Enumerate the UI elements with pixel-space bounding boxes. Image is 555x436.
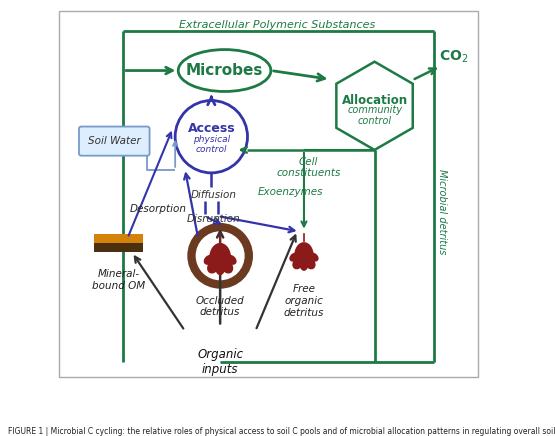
Polygon shape <box>143 165 152 175</box>
Ellipse shape <box>207 260 219 273</box>
Text: community
control: community control <box>347 105 402 126</box>
Text: Free
organic
detritus: Free organic detritus <box>284 284 324 318</box>
Ellipse shape <box>215 260 225 275</box>
Text: Disruption: Disruption <box>186 214 240 224</box>
Ellipse shape <box>300 258 309 271</box>
Text: Exoenzymes: Exoenzymes <box>258 187 324 197</box>
Ellipse shape <box>294 242 314 269</box>
Text: Allocation: Allocation <box>341 94 407 106</box>
Ellipse shape <box>209 243 231 272</box>
Polygon shape <box>200 198 210 208</box>
Polygon shape <box>143 165 152 175</box>
Ellipse shape <box>289 252 299 262</box>
FancyBboxPatch shape <box>94 242 143 252</box>
Text: Organic
inputs: Organic inputs <box>197 348 243 376</box>
Polygon shape <box>213 198 223 208</box>
FancyBboxPatch shape <box>94 234 143 243</box>
Text: Occluded
detritus: Occluded detritus <box>196 296 245 317</box>
Circle shape <box>191 227 249 284</box>
Ellipse shape <box>221 260 233 273</box>
Text: Diffusion: Diffusion <box>190 190 236 200</box>
Ellipse shape <box>305 258 316 269</box>
Text: Desorption: Desorption <box>130 204 187 215</box>
Text: physical
control: physical control <box>193 135 230 154</box>
FancyBboxPatch shape <box>59 11 478 377</box>
Text: Access: Access <box>188 122 235 135</box>
Polygon shape <box>336 62 413 150</box>
Ellipse shape <box>309 252 319 262</box>
Polygon shape <box>206 184 216 194</box>
Ellipse shape <box>292 258 303 269</box>
Circle shape <box>175 101 248 173</box>
Polygon shape <box>200 198 210 208</box>
Text: Extracellular Polymeric Substances: Extracellular Polymeric Substances <box>179 20 376 30</box>
Text: Soil Water: Soil Water <box>88 136 140 146</box>
Text: Microbial detritus: Microbial detritus <box>437 169 447 254</box>
Text: CO$_2$: CO$_2$ <box>440 49 468 65</box>
Ellipse shape <box>226 255 236 265</box>
Polygon shape <box>213 198 223 208</box>
Text: Mineral-
bound OM: Mineral- bound OM <box>92 269 145 291</box>
Text: FIGURE 1 | Microbial C cycling: the relative roles of physical access to soil C : FIGURE 1 | Microbial C cycling: the rela… <box>8 427 555 436</box>
Text: Microbes: Microbes <box>186 63 263 78</box>
FancyBboxPatch shape <box>79 126 149 156</box>
Ellipse shape <box>204 255 214 265</box>
Text: Cell
constituents: Cell constituents <box>276 157 341 178</box>
Polygon shape <box>206 184 216 194</box>
Ellipse shape <box>178 50 271 92</box>
